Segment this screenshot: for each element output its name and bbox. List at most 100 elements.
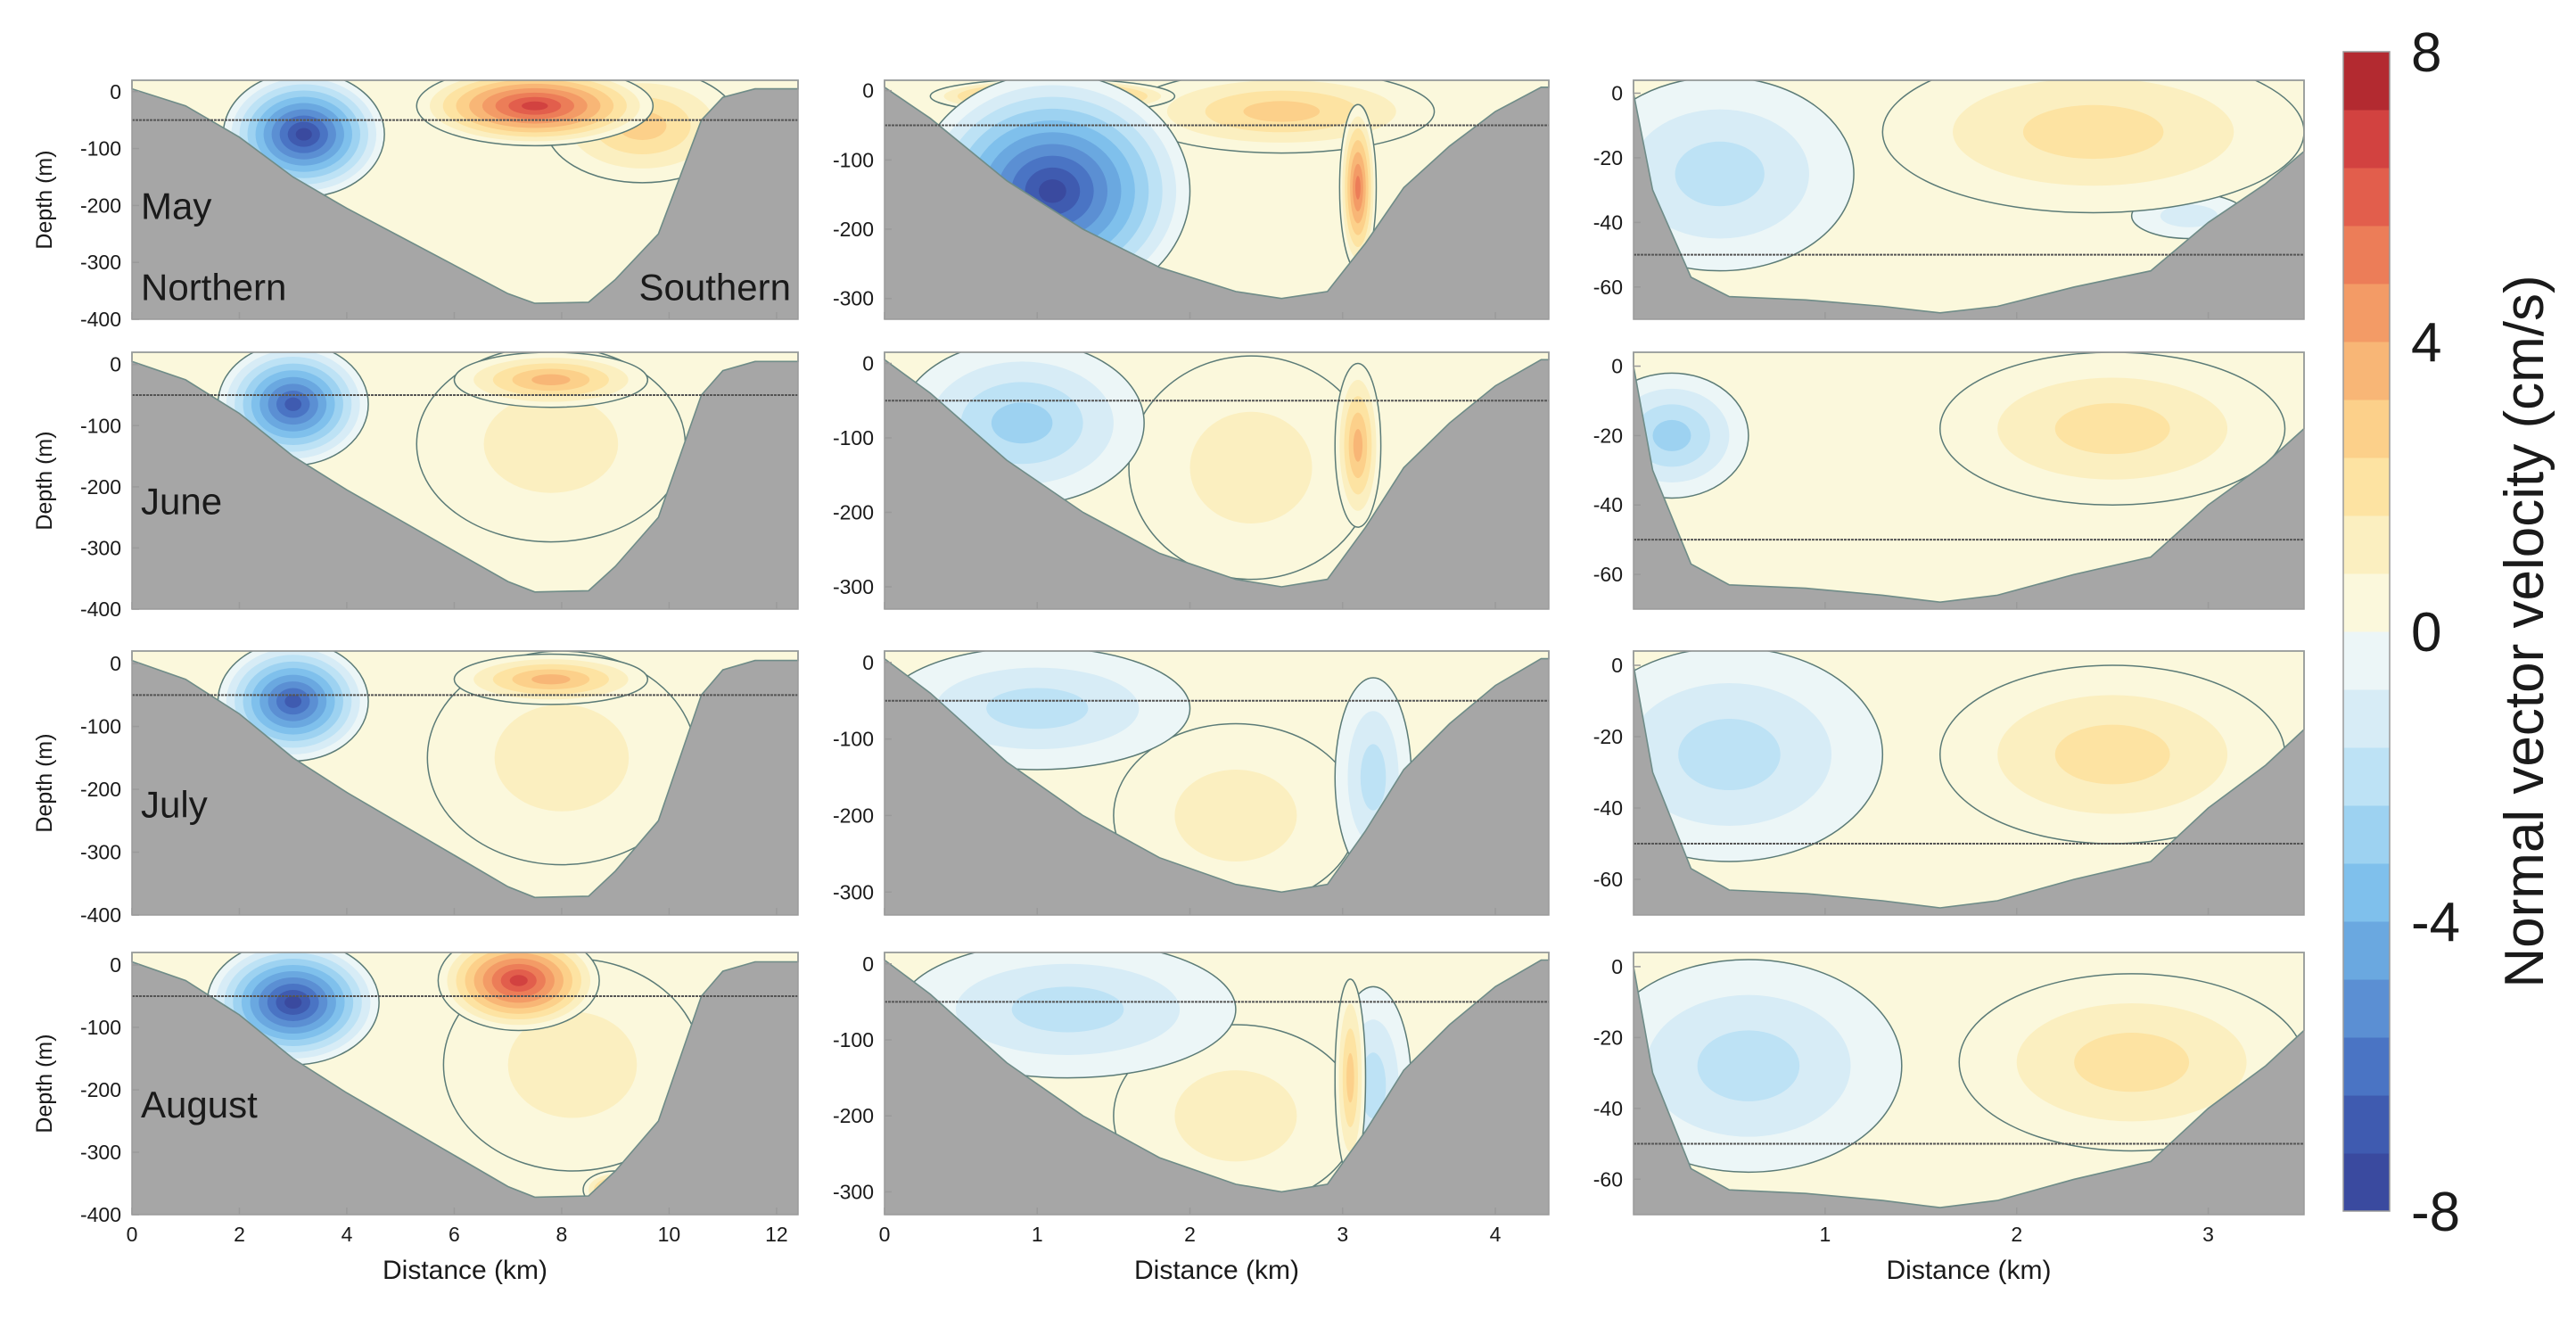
colorbar-segment bbox=[2343, 747, 2390, 806]
y-tick-label: -300 bbox=[833, 287, 874, 310]
seabed-outline bbox=[131, 79, 799, 304]
y-tick-label: -300 bbox=[833, 575, 874, 598]
y-tick-label: -20 bbox=[1593, 146, 1623, 169]
y-tick-label: 0 bbox=[1611, 955, 1623, 978]
seabed-outline bbox=[884, 351, 1550, 588]
colorbar-segment bbox=[2343, 863, 2390, 922]
axes-frame bbox=[884, 351, 1550, 610]
y-tick-label: -100 bbox=[833, 1028, 874, 1051]
velocity-core bbox=[437, 952, 600, 1032]
contour-level bbox=[1174, 1070, 1297, 1162]
y-tick-label: 0 bbox=[862, 952, 874, 976]
contour-level bbox=[1360, 1052, 1387, 1119]
velocity-core bbox=[1334, 978, 1367, 1178]
contour-level bbox=[507, 1011, 638, 1118]
colorbar-segment bbox=[2343, 515, 2390, 574]
y-tick-label: -40 bbox=[1593, 1097, 1623, 1120]
axes-frame bbox=[1633, 650, 2305, 916]
contour-level bbox=[1174, 769, 1297, 861]
colorbar-segment bbox=[2343, 979, 2390, 1038]
x-tick-label: 2 bbox=[234, 1223, 245, 1246]
y-tick-label: -40 bbox=[1593, 796, 1623, 820]
colorbar-segment bbox=[2343, 52, 2390, 111]
contour-level bbox=[1675, 141, 1765, 207]
velocity-core bbox=[1939, 352, 2286, 506]
panel-may-transect-1: 0 -100 -200 -300 -400 Depth (m) May Northern Sou… bbox=[32, 79, 799, 331]
axes-frame bbox=[1633, 351, 2305, 610]
x-tick-label: 6 bbox=[449, 1223, 460, 1246]
y-tick-label: -60 bbox=[1593, 1167, 1623, 1191]
y-tick-label: -300 bbox=[80, 536, 121, 559]
contour-level bbox=[483, 395, 619, 493]
y-axis-label: Depth (m) bbox=[32, 733, 57, 832]
month-label: June bbox=[141, 480, 222, 522]
colorbar-segment bbox=[2343, 400, 2390, 458]
x-tick-label: 8 bbox=[556, 1223, 568, 1246]
colorbar-segment bbox=[2343, 1095, 2390, 1154]
panel-july-transect-3: 0 -20 -40 -60 bbox=[1593, 650, 2305, 916]
velocity-contours bbox=[1634, 352, 2286, 506]
contour-level bbox=[2160, 204, 2218, 227]
contour-level bbox=[509, 975, 528, 986]
velocity-core bbox=[1128, 355, 1374, 581]
axes-frame bbox=[131, 650, 799, 916]
axes-frame bbox=[884, 79, 1550, 320]
y-tick-label: 0 bbox=[862, 651, 874, 674]
y-tick-label: 0 bbox=[110, 652, 121, 675]
y-tick-label: -40 bbox=[1593, 493, 1623, 516]
contour-level bbox=[1353, 428, 1363, 462]
velocity-core bbox=[1113, 722, 1359, 893]
x-tick-label: 4 bbox=[342, 1223, 353, 1246]
x-tick-label: 1 bbox=[1819, 1223, 1831, 1246]
velocity-contours bbox=[206, 952, 703, 1198]
contour-level bbox=[494, 704, 630, 812]
contour-level bbox=[1652, 419, 1691, 451]
contour-level bbox=[531, 674, 571, 685]
y-tick-label: -20 bbox=[1593, 725, 1623, 748]
panel-june-transect-1: 0 -100 -200 -300 -400 Depth (m) June bbox=[32, 351, 799, 621]
colorbar-segment bbox=[2343, 110, 2390, 169]
contour-level bbox=[986, 688, 1089, 730]
x-axis-label: Distance (km) bbox=[1886, 1256, 2051, 1285]
contour-level bbox=[531, 374, 571, 386]
colorbar: 8 4 0 -4 -8 Normal vector velocity (cm/s) bbox=[2342, 22, 2555, 1243]
contour-level bbox=[1189, 411, 1313, 523]
seabed-outline bbox=[131, 952, 799, 1199]
y-tick-label: -100 bbox=[80, 1016, 121, 1039]
contour-level bbox=[1038, 179, 1066, 203]
y-tick-label: 0 bbox=[1611, 654, 1623, 677]
y-tick-label: -60 bbox=[1593, 868, 1623, 891]
y-tick-label: -400 bbox=[80, 598, 121, 621]
axes-frame bbox=[884, 952, 1550, 1216]
y-tick-label: -200 bbox=[833, 218, 874, 241]
y-tick-label: -200 bbox=[833, 804, 874, 827]
y-tick-label: 0 bbox=[1611, 355, 1623, 378]
panel-july-transect-2: 0 -100 -200 -300 bbox=[833, 650, 1550, 916]
x-tick-label: 1 bbox=[1032, 1223, 1043, 1246]
velocity-core bbox=[1113, 1024, 1359, 1192]
x-tick-label: 3 bbox=[1337, 1223, 1348, 1246]
y-tick-label: -100 bbox=[80, 137, 121, 161]
y-tick-label: -300 bbox=[833, 880, 874, 903]
velocity-core bbox=[453, 352, 649, 408]
panel-june-transect-3: 0 -20 -40 -60 bbox=[1593, 351, 2305, 610]
seabed-outline bbox=[1633, 952, 2305, 1208]
velocity-core bbox=[1634, 651, 1884, 862]
y-tick-label: 0 bbox=[862, 352, 874, 375]
x-tick-label: 12 bbox=[765, 1223, 788, 1246]
y-tick-label: -100 bbox=[833, 148, 874, 171]
month-label: May bbox=[141, 185, 211, 227]
contour-level bbox=[2054, 403, 2170, 455]
colorbar-frame bbox=[2342, 51, 2391, 1212]
contour-level bbox=[2074, 1033, 2190, 1092]
panel-july-transect-1: 0 -100 -200 -300 -400 Depth (m) July bbox=[32, 650, 799, 927]
colorbar-tick-label: 0 bbox=[2411, 602, 2441, 664]
velocity-core bbox=[1338, 103, 1378, 272]
x-tick-label: 2 bbox=[2011, 1223, 2022, 1246]
y-axis-label: Depth (m) bbox=[32, 1034, 57, 1133]
velocity-contours bbox=[1634, 80, 2304, 272]
axes-frame bbox=[131, 351, 799, 610]
y-tick-label: -60 bbox=[1593, 563, 1623, 586]
contour-level bbox=[1360, 744, 1387, 811]
